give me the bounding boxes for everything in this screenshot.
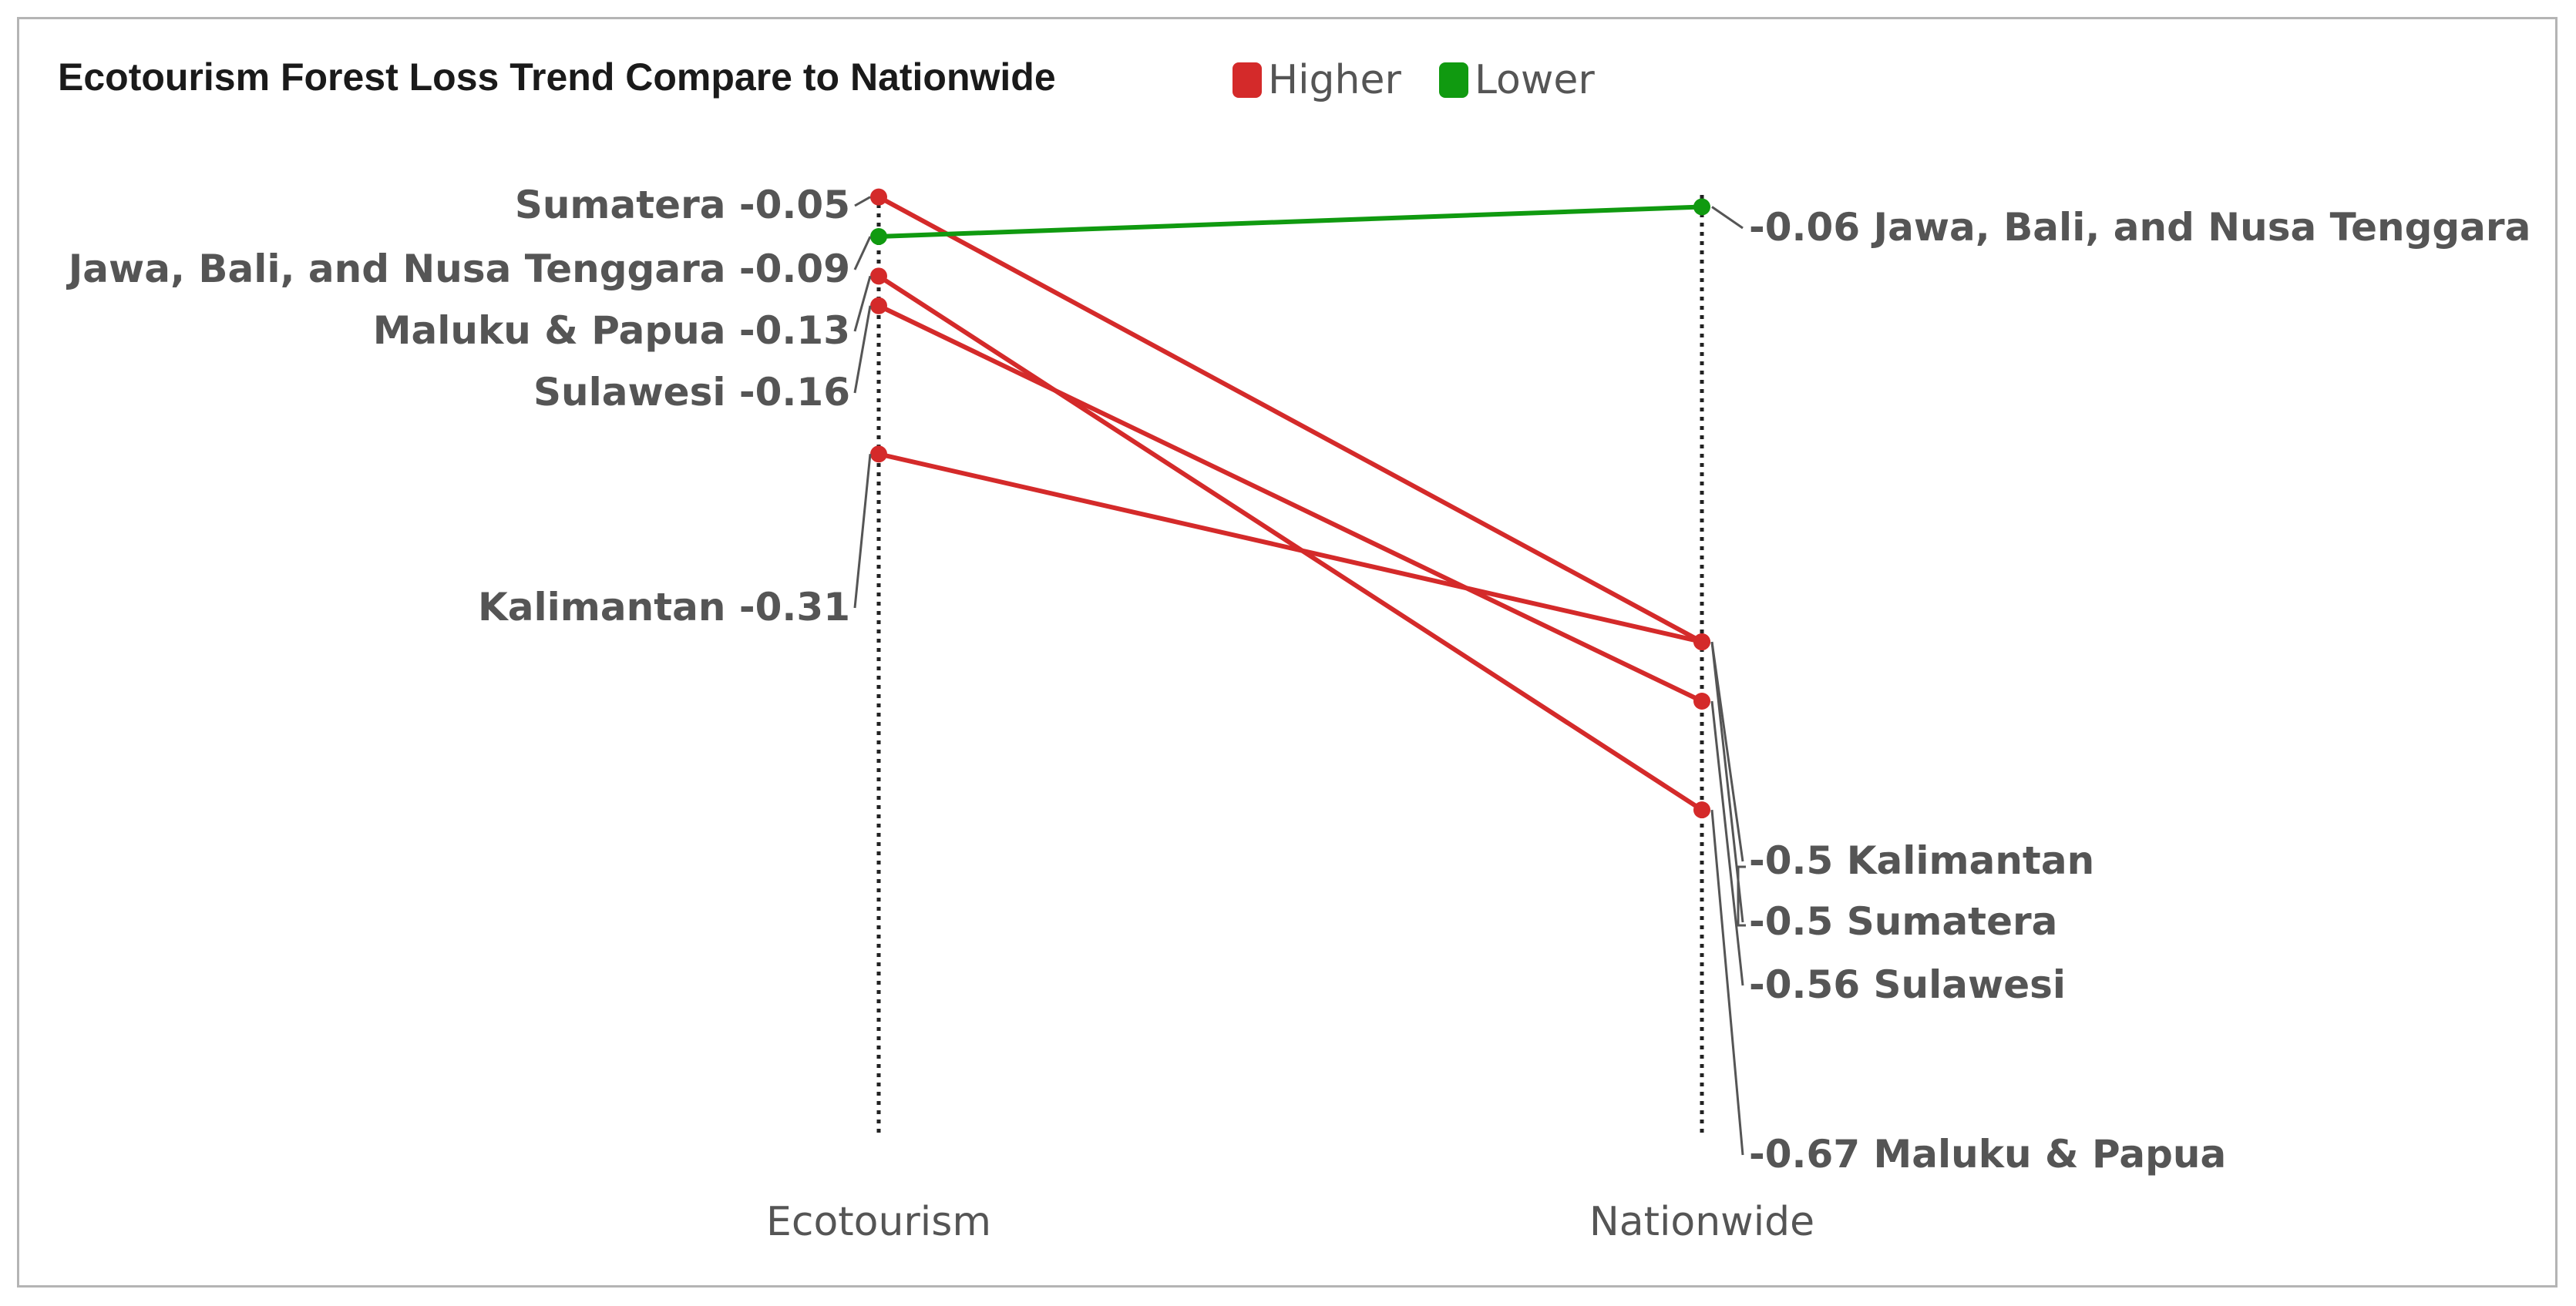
chart-title: Ecotourism Forest Loss Trend Compare to …: [58, 55, 1056, 99]
legend: Higher Lower: [1233, 57, 1595, 103]
leader-ecotourism-sumatera: [854, 196, 871, 207]
label-nationwide-kalimantan: -0.5 Kalimantan: [1749, 838, 2094, 883]
point-ecotourism-jawa-bali-and-nusa-tenggara[interactable]: [870, 228, 887, 245]
point-nationwide-jawa-bali-and-nusa-tenggara[interactable]: [1693, 198, 1710, 216]
legend-swatch-lower: [1439, 62, 1468, 98]
label-nationwide-maluku-papua: -0.67 Maluku & Papua: [1749, 1132, 2226, 1177]
label-nationwide-jawa-bali-and-nusa-tenggara: -0.06 Jawa, Bali, and Nusa Tenggara: [1749, 205, 2531, 250]
leader-ecotourism-maluku-papua: [853, 275, 872, 332]
series-line-sumatera: [877, 195, 1703, 644]
point-nationwide-sulawesi[interactable]: [1693, 693, 1710, 710]
axes-layer: Ecotourism Nationwide: [766, 195, 1814, 1245]
leader-ecotourism-kalimantan: [853, 454, 872, 609]
chart-frame: Ecotourism Forest Loss Trend Compare to …: [17, 17, 2558, 1288]
leader-nationwide-sulawesi: [1710, 700, 1744, 986]
label-ecotourism-sulawesi: Sulawesi -0.16: [533, 370, 850, 415]
label-ecotourism-jawa-bali-and-nusa-tenggara: Jawa, Bali, and Nusa Tenggara -0.09: [66, 247, 850, 291]
point-ecotourism-kalimantan[interactable]: [870, 445, 887, 463]
label-bracket: [1737, 865, 1746, 927]
point-nationwide-kalimantan[interactable]: [1693, 633, 1710, 651]
point-ecotourism-maluku-papua[interactable]: [870, 267, 887, 285]
label-ecotourism-sumatera: Sumatera -0.05: [515, 183, 850, 227]
point-nationwide-maluku-papua[interactable]: [1693, 801, 1710, 819]
leader-nationwide-kalimantan: [1710, 641, 1744, 862]
labels-layer: Sumatera -0.05 -0.5 Sumatera Jawa, Bali, a…: [66, 183, 2531, 1177]
label-ecotourism-kalimantan: Kalimantan -0.31: [478, 585, 850, 629]
legend-label-higher[interactable]: Higher: [1268, 57, 1402, 103]
label-nationwide-sumatera: -0.5 Sumatera: [1749, 899, 2057, 944]
category-label-ecotourism: Ecotourism: [766, 1199, 991, 1245]
series-line-sulawesi: [877, 304, 1703, 703]
point-ecotourism-sulawesi[interactable]: [870, 297, 887, 314]
lines-layer: [870, 188, 1710, 819]
label-ecotourism-maluku-papua: Maluku & Papua -0.13: [373, 308, 850, 353]
leader-ecotourism-jawa-bali-and-nusa-tenggara: [853, 236, 872, 270]
series-line-maluku-papua: [877, 274, 1703, 812]
point-ecotourism-sumatera[interactable]: [870, 188, 887, 206]
series-line-jawa-bali-and-nusa-tenggara: [878, 204, 1703, 239]
leader-nationwide-jawa-bali-and-nusa-tenggara: [1711, 206, 1744, 230]
slope-chart: Ecotourism Forest Loss Trend Compare to …: [58, 55, 2531, 1245]
series-line-kalimantan: [878, 452, 1703, 644]
leader-nationwide-maluku-papua: [1710, 810, 1744, 1156]
legend-label-lower[interactable]: Lower: [1475, 57, 1595, 103]
leader-ecotourism-sulawesi: [853, 305, 872, 394]
label-nationwide-sulawesi: -0.56 Sulawesi: [1749, 962, 2066, 1007]
category-label-nationwide: Nationwide: [1589, 1199, 1814, 1245]
legend-swatch-higher: [1233, 62, 1262, 98]
